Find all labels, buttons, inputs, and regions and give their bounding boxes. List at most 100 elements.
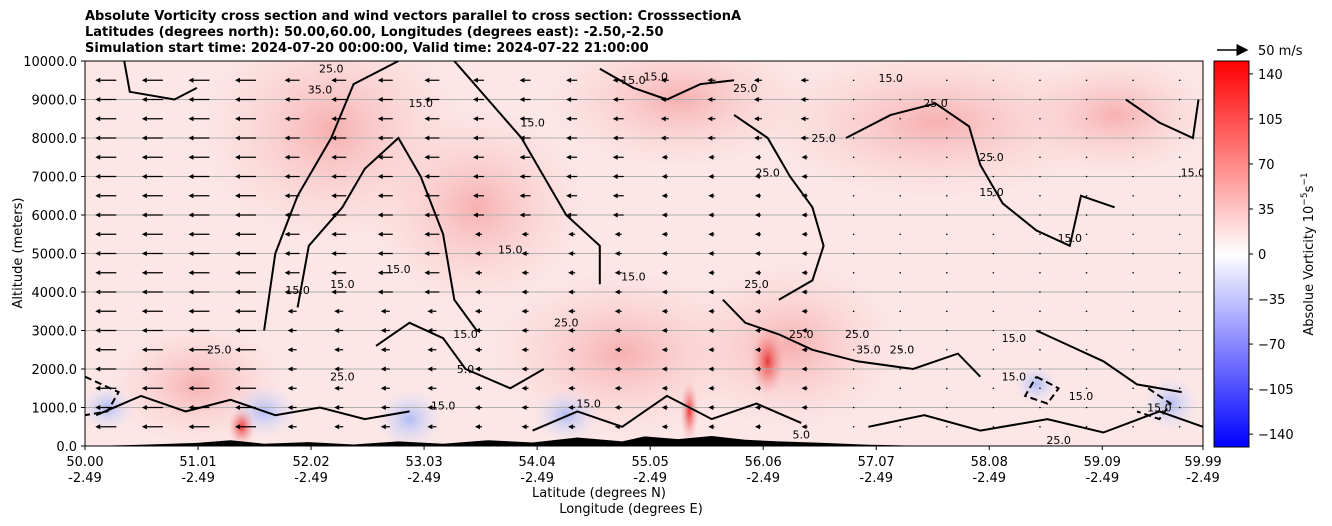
- wind-vector: [945, 175, 948, 178]
- wind-vector: [1132, 271, 1134, 274]
- wind-vector-head: [474, 251, 480, 256]
- contour-label: 25.0: [330, 371, 355, 384]
- wind-vector-head: [235, 424, 241, 430]
- x-tick-label-latitude: 59.99: [1184, 455, 1221, 470]
- negative-contour-line: [1023, 375, 1061, 405]
- wind-vector-head: [612, 193, 618, 199]
- wind-vector-head: [141, 405, 147, 410]
- wind-vector-head: [235, 270, 241, 276]
- wind-vector-head: [661, 212, 667, 218]
- wind-vector-head: [377, 231, 383, 237]
- wind-vector-head: [519, 116, 525, 122]
- wind-vector-head: [334, 328, 340, 333]
- wind-vector: [945, 214, 948, 216]
- wind-vector: [899, 117, 902, 120]
- wind-vector-head: [612, 212, 618, 218]
- contour-line: [453, 61, 601, 285]
- wind-vector: [1039, 252, 1041, 255]
- wind-vector-head: [95, 328, 101, 333]
- wind-vector-head: [188, 97, 194, 102]
- wind-vector: [1039, 348, 1041, 351]
- contour-label: 15.0: [1147, 401, 1172, 414]
- wind-vector-head: [95, 366, 101, 372]
- wind-vector: [1132, 310, 1134, 313]
- wind-vector: [899, 233, 902, 236]
- negative-contour-line: [85, 375, 121, 417]
- wind-vector-head: [708, 405, 714, 410]
- wind-vector-head: [331, 135, 337, 141]
- wind-vector-head: [568, 385, 574, 391]
- wind-vector-head: [708, 347, 714, 353]
- wind-vector-head: [331, 154, 337, 160]
- wind-vector-head: [708, 251, 714, 256]
- wind-vector: [992, 252, 995, 255]
- wind-vector: [945, 233, 948, 236]
- contour-label: 15.0: [979, 186, 1004, 199]
- contour-label: 15.0: [879, 72, 904, 85]
- wind-vector-head: [427, 366, 433, 372]
- x-tick-label-latitude: 57.07: [858, 455, 895, 470]
- wind-vector-head: [284, 135, 290, 141]
- title-line-3: Simulation start time: 2024-07-20 00:00:…: [85, 41, 649, 56]
- wind-vector-head: [95, 308, 101, 314]
- wind-vector: [1039, 291, 1041, 293]
- wind-vector-head: [566, 77, 572, 83]
- wind-vector: [852, 348, 855, 351]
- wind-vector-head: [95, 289, 101, 295]
- wind-vector: [1178, 214, 1181, 216]
- x-tick-label-longitude: -2.49: [407, 471, 441, 486]
- contour-label: 25.0: [890, 344, 915, 357]
- wind-vector: [1085, 117, 1088, 120]
- wind-vector-head: [521, 289, 527, 295]
- wind-vector-head: [661, 328, 667, 333]
- wind-vector-head: [474, 424, 480, 430]
- wind-vector-head: [188, 231, 194, 237]
- title-line-1: Absolute Vorticity cross section and win…: [85, 9, 742, 24]
- wind-vector-head: [427, 405, 433, 410]
- colorbar-tick-label: 35: [1258, 203, 1275, 218]
- wind-vector-head: [754, 270, 760, 276]
- wind-vector-head: [800, 97, 806, 102]
- y-tick-label: 9000.0: [32, 94, 78, 109]
- wind-vector: [1178, 271, 1181, 274]
- wind-vector: [992, 156, 995, 159]
- wind-vector: [852, 271, 855, 274]
- wind-vector-head: [95, 385, 101, 391]
- wind-vector-head: [661, 347, 667, 353]
- wind-vector: [899, 271, 902, 274]
- wind-vector-head: [427, 308, 433, 314]
- wind-vector: [1178, 252, 1181, 255]
- wind-vector-head: [568, 405, 574, 410]
- wind-vector: [1085, 98, 1088, 101]
- wind-vector: [992, 425, 995, 428]
- wind-vector-head: [141, 154, 147, 160]
- wind-vector: [1132, 425, 1134, 428]
- wind-vector-head: [141, 366, 147, 372]
- wind-vector: [899, 214, 902, 216]
- wind-vector: [1178, 406, 1181, 409]
- wind-vector-head: [331, 270, 337, 276]
- wind-vector-head: [707, 77, 713, 83]
- wind-vector: [1178, 156, 1181, 159]
- contour-label: 15.0: [330, 278, 355, 291]
- wind-vector-head: [708, 193, 714, 199]
- x-tick-label-longitude: -2.49: [68, 471, 102, 486]
- contour-label: 15.0: [1058, 232, 1083, 245]
- wind-vector-head: [801, 424, 807, 430]
- wind-vector: [852, 406, 855, 409]
- wind-vector: [1085, 137, 1088, 139]
- wind-vector-head: [661, 308, 667, 314]
- wind-vector-head: [661, 385, 667, 391]
- wind-vector-head: [188, 77, 194, 83]
- contour-line: [123, 61, 198, 101]
- colorbar-tick-label: 0: [1258, 248, 1266, 263]
- wind-vector-head: [424, 97, 430, 102]
- wind-vector: [945, 156, 948, 159]
- wind-vector: [992, 348, 995, 351]
- wind-vector-head: [377, 212, 383, 218]
- wind-vector-head: [331, 212, 337, 218]
- wind-vector-head: [235, 328, 241, 333]
- wind-vector: [1085, 233, 1088, 236]
- wind-vector-head: [331, 251, 337, 256]
- wind-vector-head: [235, 289, 241, 295]
